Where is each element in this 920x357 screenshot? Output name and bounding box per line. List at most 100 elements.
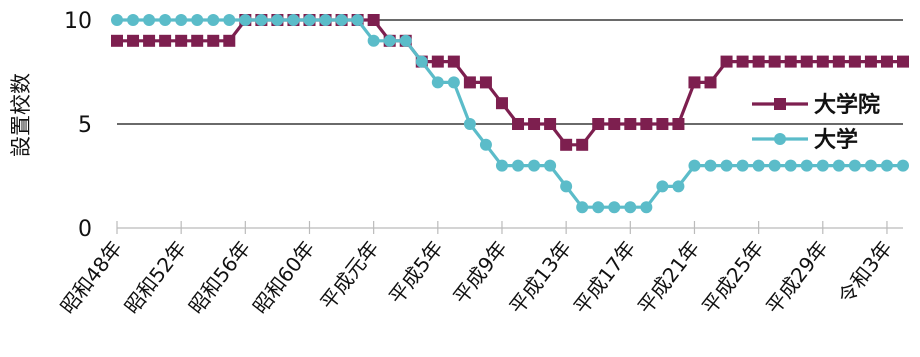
x-tick-label: 昭和60年 <box>248 236 320 318</box>
data-point <box>495 159 508 172</box>
data-point <box>624 118 637 130</box>
data-point <box>576 138 589 151</box>
series-1 <box>111 14 909 151</box>
series-layer <box>111 14 909 214</box>
series-2 <box>111 14 909 214</box>
y-tick-label: 5 <box>78 113 92 138</box>
data-point <box>816 55 829 68</box>
data-point <box>688 159 701 172</box>
data-point <box>431 55 444 68</box>
data-point <box>191 14 204 26</box>
data-point <box>752 159 765 172</box>
data-point <box>319 14 332 26</box>
data-point <box>239 14 252 26</box>
data-point <box>271 14 284 26</box>
data-point <box>415 55 428 68</box>
data-point <box>479 138 492 151</box>
data-point <box>175 14 188 26</box>
data-point <box>736 159 749 172</box>
data-point <box>672 180 685 193</box>
data-point <box>848 159 861 172</box>
legend-item: 大学院 <box>752 92 880 118</box>
x-tick-label: 平成25年 <box>697 236 769 318</box>
x-tick-label: 昭和48年 <box>55 236 127 318</box>
data-point <box>897 159 909 172</box>
data-point <box>784 55 797 68</box>
data-point <box>656 180 669 193</box>
x-tick-label: 昭和56年 <box>184 236 256 318</box>
data-point <box>191 34 204 47</box>
data-point <box>544 159 557 172</box>
data-point <box>752 55 765 68</box>
data-point <box>624 201 637 214</box>
data-point <box>351 14 364 26</box>
data-point <box>287 14 300 26</box>
data-point <box>223 14 236 26</box>
data-point <box>223 34 236 47</box>
data-point <box>608 118 621 130</box>
x-tick-label: 平成17年 <box>569 236 641 318</box>
data-point <box>848 55 861 68</box>
x-tick-label: 平成21年 <box>633 236 705 318</box>
data-point <box>592 118 605 130</box>
data-point <box>175 34 188 47</box>
data-point <box>768 55 781 68</box>
data-point <box>768 159 781 172</box>
data-point <box>560 138 573 151</box>
data-point <box>720 159 733 172</box>
data-point <box>880 159 893 172</box>
data-point <box>864 55 877 68</box>
data-point <box>832 159 845 172</box>
y-tick-label: 10 <box>64 9 92 34</box>
data-point <box>512 159 525 172</box>
data-point <box>688 76 701 89</box>
data-point <box>720 55 733 68</box>
data-point <box>704 76 717 89</box>
data-point <box>127 34 140 47</box>
data-point <box>255 14 268 26</box>
data-point <box>672 118 685 130</box>
data-point <box>207 14 220 26</box>
x-tick-label: 平成13年 <box>505 236 577 318</box>
data-point <box>463 118 476 130</box>
data-point <box>640 201 653 214</box>
x-tick-label: 昭和52年 <box>120 236 192 318</box>
data-point <box>880 55 893 68</box>
data-point <box>367 14 380 26</box>
legend-marker <box>774 98 786 110</box>
data-point <box>207 34 220 47</box>
data-point <box>784 159 797 172</box>
data-point <box>143 34 156 47</box>
x-tick-label: 平成5年 <box>384 236 448 308</box>
axes <box>116 221 903 234</box>
data-point <box>897 55 909 68</box>
data-point <box>704 159 717 172</box>
data-point <box>431 76 444 89</box>
data-point <box>832 55 845 68</box>
data-point <box>592 201 605 214</box>
data-point <box>608 201 621 214</box>
data-point <box>528 159 541 172</box>
legend-marker <box>774 133 786 145</box>
data-point <box>640 118 653 130</box>
data-point <box>159 34 172 47</box>
data-point <box>544 118 557 130</box>
data-point <box>111 14 123 26</box>
data-point <box>560 180 573 193</box>
data-point <box>399 34 412 47</box>
data-point <box>447 76 460 89</box>
x-tick-label: 平成元年 <box>315 236 383 314</box>
data-point <box>800 159 813 172</box>
x-tick-label: 平成29年 <box>761 236 833 318</box>
data-point <box>736 55 749 68</box>
y-axis-label: 設置校数 <box>9 73 33 157</box>
data-point <box>447 55 460 68</box>
data-point <box>495 97 508 110</box>
legend-item: 大学 <box>752 127 858 153</box>
data-point <box>800 55 813 68</box>
data-point <box>576 201 589 214</box>
x-tick-label: 平成9年 <box>448 236 512 308</box>
